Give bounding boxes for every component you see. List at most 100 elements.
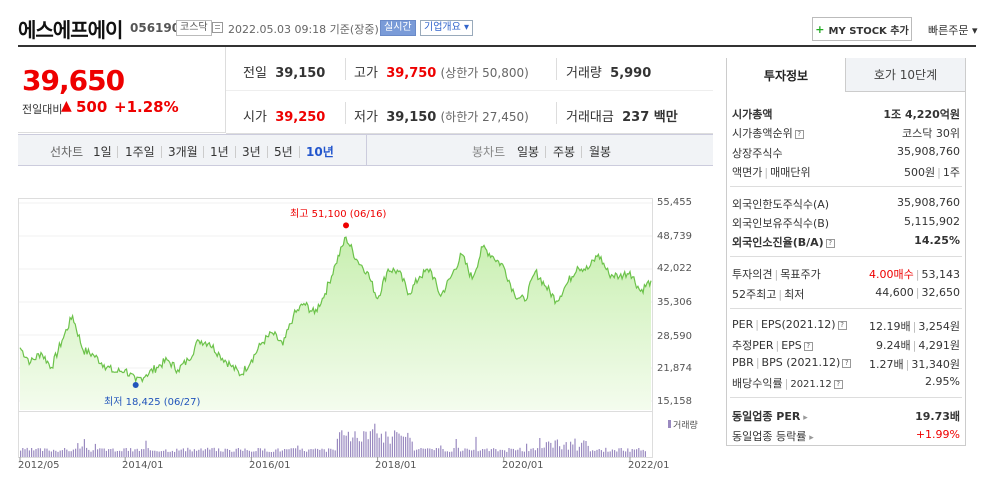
volume-bar [466,448,468,457]
max-marker [343,222,350,229]
help-icon[interactable]: ? [833,379,843,389]
period-1d[interactable]: 1일 [93,145,112,159]
volume-bar [638,448,640,457]
volume-bar [207,447,209,457]
tab-invest-info[interactable]: 투자정보 [727,58,845,92]
y-tick: 28,590 [657,331,692,342]
volume-bar [68,451,70,457]
volume-bar [70,451,72,457]
volume-bar [369,431,371,457]
volume-bar [59,450,61,457]
period-10y[interactable]: 10년 [306,145,334,159]
plus-icon: + [815,22,825,36]
volume-bar [193,449,195,457]
period-5y[interactable]: 5년 [274,145,293,159]
volume-bar [259,448,261,457]
stat-prev: 전일 39,150 [243,66,326,81]
volume-bar [86,447,88,457]
volume-bar [83,439,85,457]
volume-bar [341,430,343,457]
help-icon[interactable]: ? [825,238,835,248]
volume-bar [114,451,116,457]
arrow-right-icon[interactable]: ▸ [806,433,814,443]
volume-bar [255,451,257,457]
fast-order-button[interactable]: 빠른주문 ▾ [928,24,978,37]
volume-bar [367,439,369,457]
volume-bar [110,449,112,457]
volume-bar [376,433,378,457]
stat-value: 거래대금 237 백만 [566,110,678,125]
volume-bar [365,431,367,457]
period-1w[interactable]: 1주일 [125,145,155,159]
volume-bar [182,448,184,457]
price-chart[interactable] [0,0,720,488]
volume-bar [22,448,24,457]
divider [345,58,346,80]
up-arrow-icon: ▲ [61,98,72,114]
divider [556,58,557,80]
my-stock-add-button[interactable]: + MY STOCK 추가 [812,17,912,41]
volume-bar [424,448,426,457]
help-icon[interactable]: ? [837,320,847,330]
volume-bar [264,448,266,457]
volume-bar [240,449,242,457]
x-tick: 2018/01 [375,460,417,471]
volume-bar [583,440,585,457]
volume-bar [532,448,534,457]
period-3m[interactable]: 3개월 [168,145,198,159]
volume-bar [55,450,57,457]
volume-bar [138,451,140,457]
volume-bar [548,441,550,457]
calendar-icon [212,22,223,33]
volume-bar [442,449,444,457]
price-chart-frame [18,198,653,412]
help-icon[interactable]: ? [842,358,852,368]
volume-bar [453,448,455,457]
volume-bar [303,451,305,457]
chart-toolbar [18,134,713,166]
volume-bar [220,451,222,457]
period-1y[interactable]: 1년 [210,145,229,159]
row-foreign-limit: 외국인한도주식수(A) 35,908,760 [732,196,960,211]
company-info-button[interactable]: 기업개요 ▾ [420,20,473,36]
volume-bar [226,448,228,457]
period-3y[interactable]: 3년 [242,145,261,159]
volume-bar [438,448,440,457]
volume-bar [35,449,37,457]
x-tick: 2012/05 [18,460,60,471]
row-opinion: 투자의견 | 목표주가 4.00매수 | 53,143 [732,268,960,281]
volume-bar [576,450,578,457]
x-tick: 2016/01 [249,460,291,471]
volume-bar [389,443,391,457]
volume-bar [33,450,35,457]
volume-bar [594,450,596,457]
volume-bar [314,448,316,457]
volume-bar [119,450,121,457]
volume-bar [504,450,506,457]
volume-bar [31,448,33,457]
volume-bar [356,437,358,457]
realtime-button[interactable]: 실시간 [380,20,416,36]
arrow-right-icon[interactable]: ▸ [800,413,808,423]
tab-quote-10[interactable]: 호가 10단계 [845,58,965,92]
volume-bar [475,436,477,457]
help-icon[interactable]: ? [803,341,813,351]
volume-bar [433,450,435,457]
volume-bar [550,442,552,457]
candle-daily[interactable]: 일봉 [517,145,540,159]
volume-bar [493,448,495,457]
volume-bar [394,430,396,457]
volume-bar [121,451,123,457]
volume-bar [246,450,248,457]
volume-bar [409,437,411,457]
help-icon[interactable]: ? [794,129,804,139]
stock-name: 에스에프에이 [18,18,123,42]
row-cap-rank: 시가총액순위? 코스닥 30위 [732,127,960,140]
candle-weekly[interactable]: 주봉 [553,145,576,159]
candle-monthly[interactable]: 월봉 [589,145,612,159]
volume-bar [486,448,488,457]
divider [117,146,118,158]
volume-bar [46,448,48,457]
volume-bar [149,450,151,457]
volume-bar [160,451,162,457]
